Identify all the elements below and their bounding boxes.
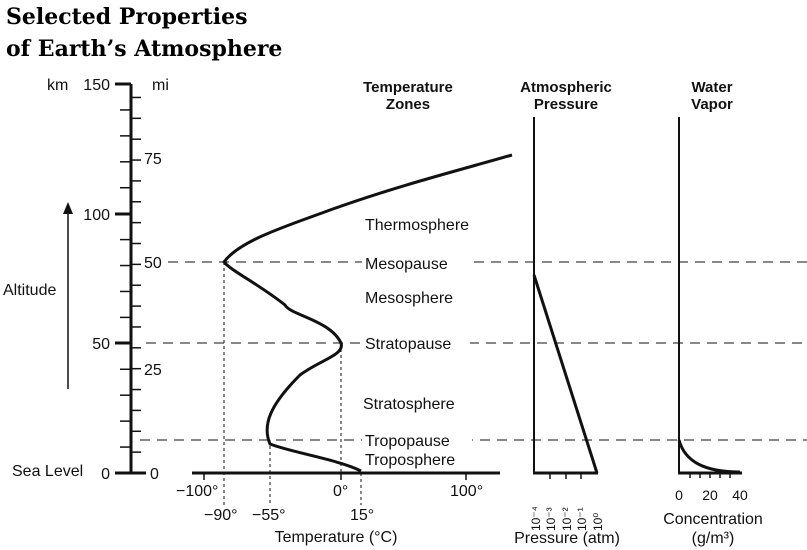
temperature-panel: Temperature Zones −100° 0° 100° −90° −55… [176, 79, 513, 546]
pressure-tick-1e0: 10⁰ [591, 513, 605, 531]
pressure-tick-1e-4: 10⁻⁴ [529, 506, 543, 531]
mi-unit: mi [152, 77, 169, 94]
zone-stratosphere: Stratosphere [363, 396, 455, 413]
vapor-tick-0: 0 [675, 487, 683, 503]
temperature-curve [222, 153, 513, 473]
vapor-header-1: Water [691, 79, 732, 96]
zones-header-1: Temperature [363, 79, 453, 96]
temp-marker-15: 15° [350, 507, 374, 524]
pressure-header-2: Pressure [534, 96, 598, 113]
pressure-header-1: Atmospheric [520, 79, 612, 96]
arrow-up-icon [63, 202, 73, 214]
sea-level-label: Sea Level [12, 463, 83, 480]
vapor-tick-40: 40 [732, 487, 748, 503]
km-tick-100: 100 [83, 207, 110, 224]
pressure-panel: Atmospheric Pressure 10⁻⁴ 10⁻³ 10⁻² 10⁻¹… [514, 79, 620, 547]
title-line2: of Earth’s Atmosphere [6, 36, 282, 62]
water-vapor-curve [677, 439, 741, 474]
pressure-line [532, 274, 599, 474]
temp-marker-minus55: −55° [252, 507, 286, 524]
altitude-axis: km 150 100 50 0 mi 75 50 25 0 Altitude S… [3, 77, 169, 483]
pressure-tick-1e-2: 10⁻² [560, 507, 574, 531]
temp-tick-100: 100° [450, 483, 483, 500]
zone-tropopause: Tropopause [365, 433, 450, 450]
km-tick-150: 150 [83, 77, 110, 94]
zone-thermosphere: Thermosphere [365, 217, 469, 234]
title-line1: Selected Properties [6, 4, 248, 30]
water-vapor-panel: Water Vapor 0 20 40 Concentration (g/m³) [663, 79, 763, 547]
km-tick-50: 50 [92, 336, 110, 353]
altitude-label: Altitude [3, 282, 56, 299]
temperature-axis-label: Temperature (°C) [275, 529, 398, 546]
vapor-axis-label-1: Concentration [663, 511, 763, 528]
zone-mesosphere: Mesosphere [365, 290, 453, 307]
pressure-tick-1e-1: 10⁻¹ [575, 507, 589, 531]
zone-stratopause: Stratopause [365, 336, 451, 353]
km-tick-0: 0 [101, 466, 110, 483]
temp-tick-0: 0° [333, 483, 348, 500]
vapor-axis-label-2: (g/m³) [692, 530, 735, 547]
zones-header-2: Zones [386, 96, 430, 113]
mi-tick-0: 0 [150, 466, 159, 483]
temp-marker-minus90: −90° [204, 507, 238, 524]
temp-tick-minus100: −100° [176, 483, 218, 500]
pressure-axis-label: Pressure (atm) [514, 530, 620, 547]
mi-tick-50: 50 [144, 255, 162, 272]
mi-tick-25: 25 [144, 362, 162, 379]
pressure-tick-1e-3: 10⁻³ [544, 507, 558, 531]
km-unit: km [47, 77, 68, 94]
zone-troposphere: Troposphere [365, 452, 455, 469]
mi-tick-75: 75 [144, 151, 162, 168]
vapor-tick-20: 20 [702, 487, 718, 503]
vapor-header-2: Vapor [691, 96, 733, 113]
zone-mesopause: Mesopause [365, 256, 448, 273]
